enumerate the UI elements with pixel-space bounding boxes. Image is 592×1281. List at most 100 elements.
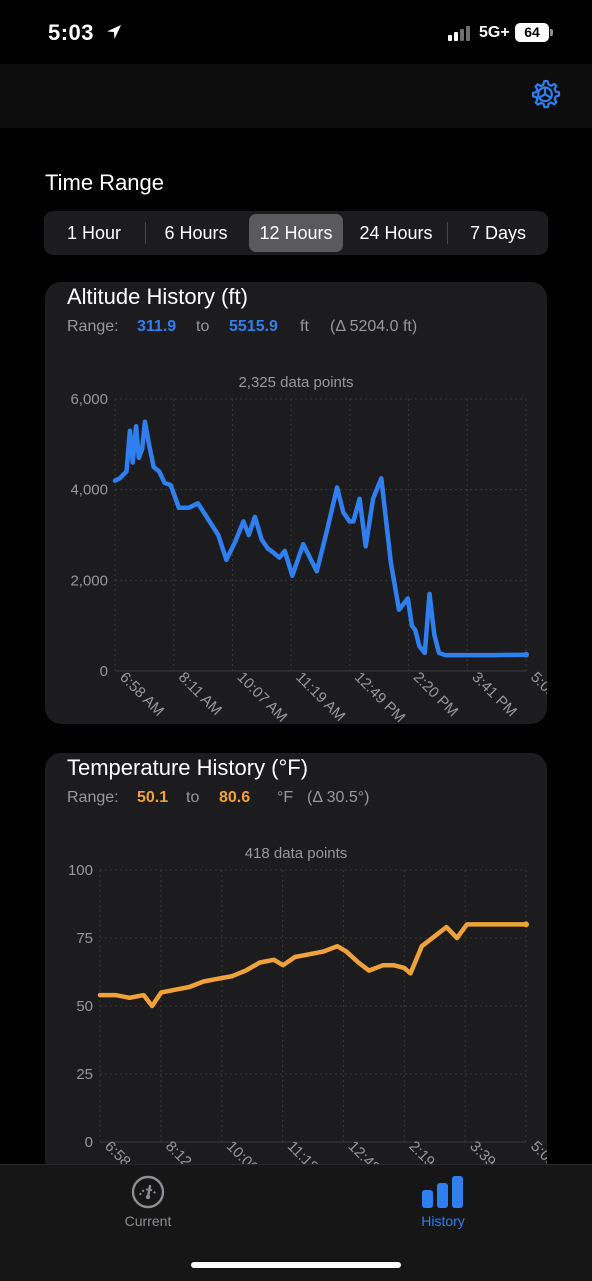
data-point [293,955,297,959]
altitude-chart: 0 2,000 4,000 6,000 6:58 AM 8:11 AM 10:07 AM 11… [70,391,547,724]
data-point [301,542,305,546]
data-point [266,547,270,550]
time-range-selector[interactable]: 1 Hour 6 Hours 12 Hours 24 Hours 7 Days [44,211,548,255]
range-label: Range: [67,789,119,806]
x-tick-label: 12:49 PM [351,669,408,724]
bar-chart-icon [422,1176,463,1208]
y-tick-label: 4,000 [70,482,108,499]
data-point [437,651,441,655]
data-point [159,991,163,994]
data-point [449,653,452,657]
time-range-title: Time Range [45,170,165,195]
data-point [413,628,417,632]
x-tick-label: 3:41 PM [468,669,520,721]
data-point [465,923,469,926]
series-line [112,419,529,658]
data-point [113,479,117,482]
data-point [352,520,355,523]
data-point [128,429,132,433]
data-point [417,644,421,648]
segment-6-hours[interactable]: 6 Hours [164,223,228,243]
data-point [321,950,325,953]
data-point [134,424,138,428]
data-point [188,985,191,989]
data-point [290,574,294,578]
x-tick-label: 10:07 AM [234,669,291,724]
data-point [357,961,360,964]
status-time: 5:03 [48,20,95,45]
data-point [143,420,147,424]
data-point [244,969,248,973]
data-point [233,540,237,544]
altitude-card-title: Altitude History (ft) [67,284,248,309]
network-type: 5G+ [479,24,510,41]
x-tick-label: 5:03 PM [527,669,547,721]
segment-divider [145,222,146,244]
cellular-signal-icon [448,26,470,41]
data-point [173,988,177,992]
data-point [225,558,228,562]
data-point [476,923,480,926]
data-point [420,944,424,948]
segment-1-hour[interactable]: 1 Hour [66,223,122,243]
temperature-unit: °F [277,789,294,806]
data-point [511,923,515,926]
data-point [278,556,281,560]
data-point [157,470,161,473]
data-point [315,569,319,573]
data-point [402,966,406,970]
data-point [128,996,131,1000]
data-point [125,470,128,473]
data-point [410,624,414,628]
data-point [463,653,467,657]
range-label: Range: [67,318,119,335]
data-point [163,481,166,485]
data-point [118,476,122,480]
temperature-data-points: 418 data points [244,845,348,862]
range-to-label: to [196,318,210,335]
data-point [260,538,264,541]
segment-12-hours[interactable]: 12 Hours [249,214,343,252]
data-point [258,961,262,964]
data-point [389,560,393,564]
x-tick-label: 2:20 PM [410,669,462,721]
data-point [137,456,141,460]
temperature-max-value: 80.6 [219,789,251,806]
altitude-unit: ft [300,318,309,335]
data-point [455,936,459,940]
series-line [97,922,529,1009]
data-point [454,653,458,657]
data-point [206,517,210,521]
segment-24-hours[interactable]: 24 Hours [359,223,433,243]
location-arrow-icon [107,25,121,39]
data-point [495,653,499,657]
segment-7-days[interactable]: 7 Days [469,223,527,243]
altitude-history-card: Altitude History (ft) Range: 311.9 to 55… [45,282,547,724]
tab-history[interactable]: History [378,1175,508,1229]
x-tick-label: 8:11 AM [175,669,225,719]
home-indicator [191,1262,401,1268]
data-point [379,476,383,480]
data-point [358,497,361,501]
data-point [335,486,339,489]
y-tick-label: 50 [76,998,93,1015]
data-point [216,977,219,981]
data-point [142,993,146,997]
range-to-label: to [186,789,200,806]
data-point [392,963,396,967]
tab-current[interactable]: Current [83,1175,213,1229]
data-point [523,651,529,658]
y-tick-label: 100 [68,862,93,879]
data-point [409,971,412,975]
data-point [169,483,173,487]
data-point [364,544,368,548]
data-point [272,958,276,962]
altitude-min-value: 311.9 [137,318,177,335]
navigation-bar [0,64,592,128]
data-point [202,980,205,983]
data-point [335,944,339,948]
data-point [406,597,410,600]
tab-bar: Current History [0,1164,592,1281]
data-point [523,921,529,928]
gear-icon[interactable] [528,78,562,112]
